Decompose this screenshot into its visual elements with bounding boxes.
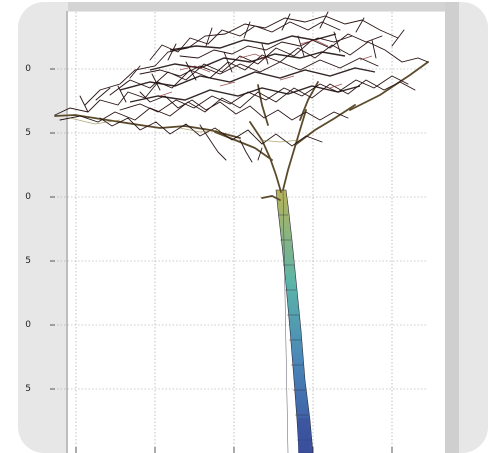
- trunk-base-patch: [298, 418, 310, 453]
- y-tick-label: 5: [25, 256, 31, 266]
- y-ticks: [50, 68, 55, 390]
- canopy-yellow-accents: [69, 117, 301, 143]
- tree-canopy-dense: [119, 33, 376, 103]
- canopy-red-accents: [159, 39, 373, 97]
- y-tick-label: 0: [25, 320, 31, 330]
- y-axis-spine: [66, 11, 68, 453]
- tree-canopy: [54, 11, 429, 163]
- axes-top-border: [46, 2, 445, 11]
- x-ticks: [75, 447, 393, 453]
- trunk-mesh: [278, 189, 311, 453]
- tree-branches: [54, 61, 429, 201]
- tree-trunk: [275, 189, 314, 453]
- plot-axes[interactable]: [68, 12, 445, 453]
- y-tick-label: 5: [25, 384, 31, 394]
- trunk-surface: [275, 189, 314, 453]
- figure-window: [18, 2, 488, 453]
- y-tick-label: 5: [25, 128, 31, 138]
- y-tick-label: 0: [25, 192, 31, 202]
- axes-right-margin: [445, 2, 459, 453]
- y-tick-label: 0: [25, 64, 31, 74]
